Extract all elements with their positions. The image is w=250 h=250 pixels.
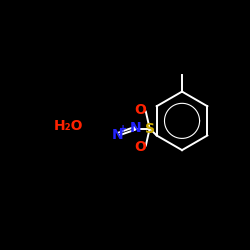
Text: +: +: [119, 124, 127, 134]
Text: N: N: [112, 128, 123, 142]
Text: H₂O: H₂O: [54, 119, 84, 133]
Text: O: O: [134, 140, 146, 154]
Text: S: S: [145, 122, 155, 136]
Text: N: N: [130, 121, 142, 135]
Text: O: O: [134, 103, 146, 117]
